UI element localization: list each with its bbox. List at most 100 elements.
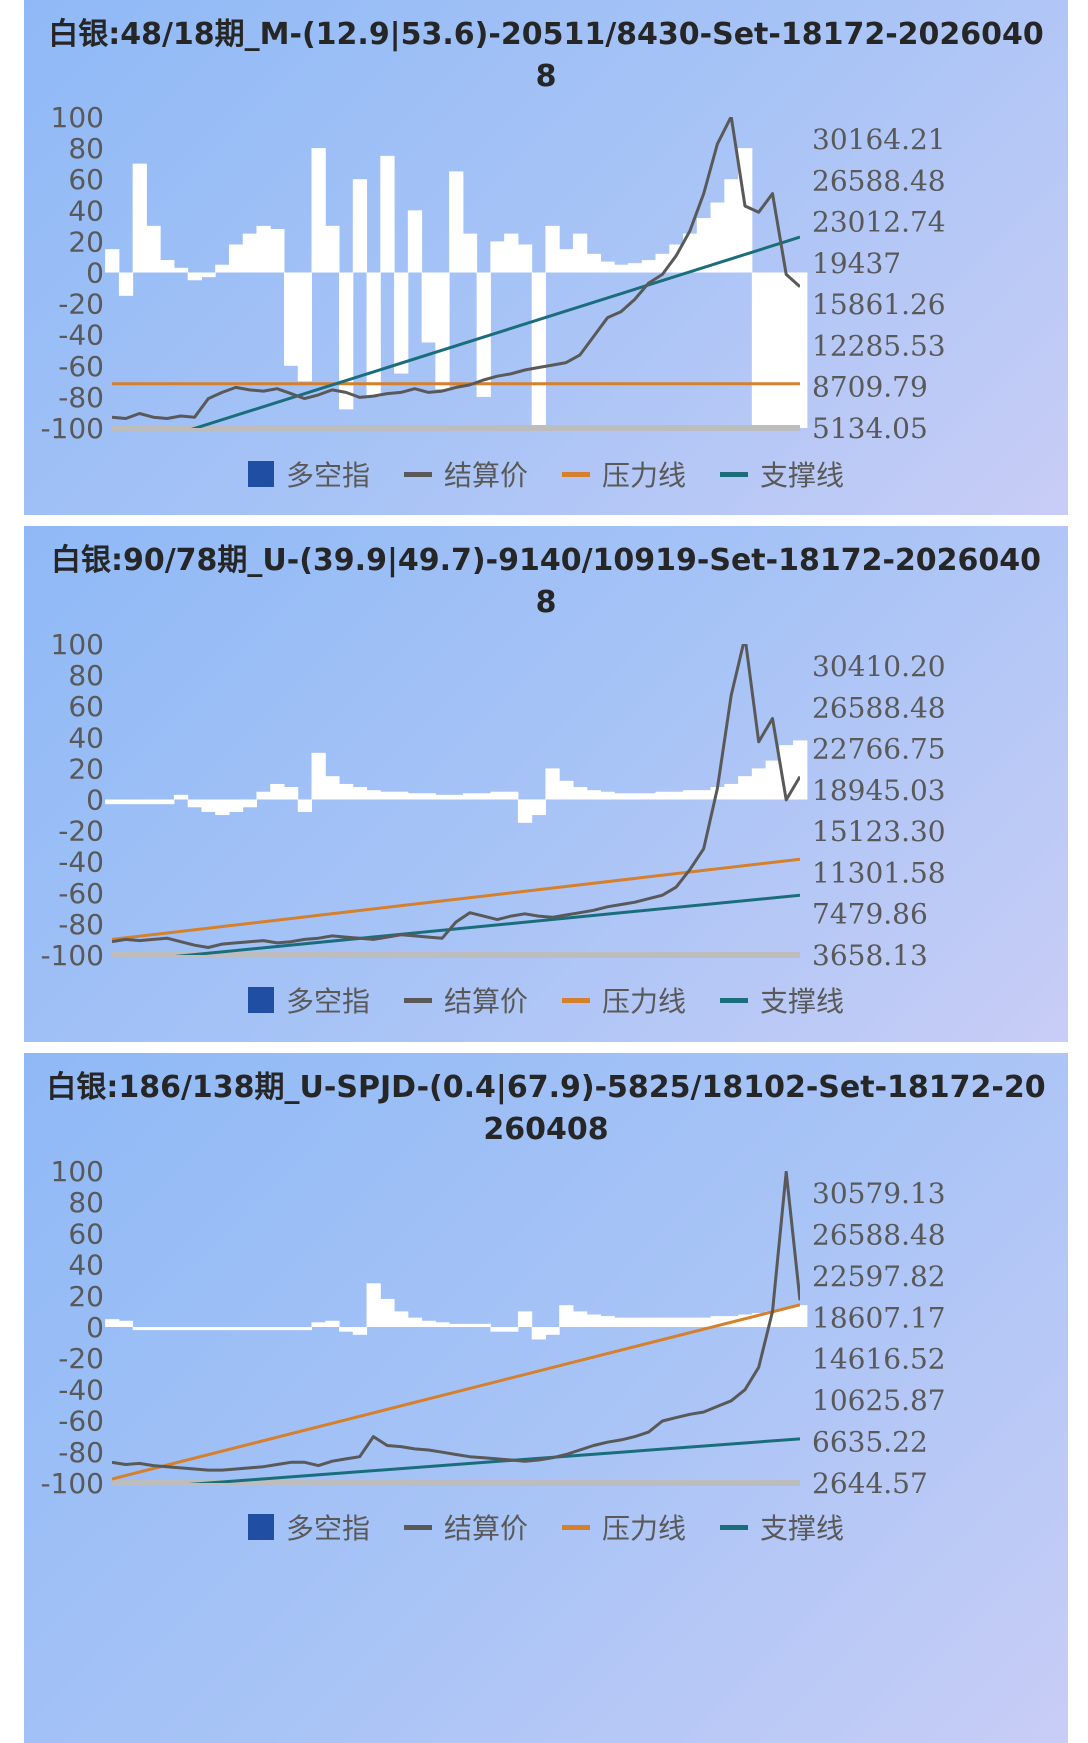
- long-short-bar: [779, 272, 794, 428]
- long-short-bar: [559, 1305, 574, 1327]
- long-short-bar: [476, 1323, 491, 1327]
- long-short-bar: [462, 233, 478, 273]
- legend-swatch: [403, 471, 432, 477]
- right-axis-tick-label: 30410.20: [812, 650, 946, 683]
- long-short-bar: [793, 740, 808, 800]
- legend-label: 多空指: [285, 459, 370, 492]
- long-short-bar: [242, 233, 257, 273]
- right-axis-tick-label: 15861.26: [812, 288, 946, 321]
- left-axis-tick-label: 20: [68, 225, 104, 258]
- legend-label: 结算价: [443, 459, 528, 492]
- legend-item-support: 支撑线: [720, 980, 844, 1020]
- long-short-bar: [696, 1317, 712, 1327]
- left-axis-tick-label: -80: [58, 381, 104, 414]
- right-axis-tick-label: 10625.87: [812, 1384, 946, 1417]
- left-axis-tick-label: -100: [40, 412, 104, 445]
- long-short-bar: [173, 267, 189, 273]
- long-short-bar: [710, 202, 725, 273]
- long-short-bar: [628, 793, 643, 800]
- legend-label: 支撑线: [760, 985, 845, 1018]
- long-short-bar: [339, 1327, 354, 1332]
- legend-label: 支撑线: [760, 459, 845, 492]
- long-short-bar: [118, 799, 134, 805]
- chart-title: 白银:48/18期_M-(12.9|53.6)-20511/8430-Set-1…: [48, 17, 1044, 94]
- left-axis-tick-label: 20: [68, 1280, 104, 1313]
- left-axis-tick-label: -100: [40, 939, 104, 972]
- left-axis-tick-label: -40: [58, 319, 104, 352]
- long-short-bar: [187, 1327, 202, 1331]
- long-short-bar: [160, 1327, 175, 1331]
- pressure-line: [112, 1303, 800, 1481]
- long-short-bar: [118, 1320, 134, 1327]
- long-short-bar: [146, 225, 161, 273]
- x-axis-baseline: [112, 1480, 800, 1486]
- right-axis-tick-label: 18607.17: [812, 1301, 946, 1334]
- long-short-bar: [449, 171, 464, 273]
- long-short-bar: [284, 1327, 299, 1331]
- long-short-bar: [490, 791, 505, 800]
- long-short-bar: [504, 233, 519, 273]
- long-short-bar: [517, 1311, 533, 1327]
- long-short-bar: [311, 752, 326, 800]
- long-short-bar: [683, 233, 698, 273]
- long-short-bar: [311, 148, 326, 273]
- long-short-bar: [614, 264, 629, 273]
- long-short-bar: [256, 1327, 271, 1331]
- long-short-bar: [380, 1298, 395, 1327]
- legend-item-long-short: 多空指: [247, 980, 370, 1020]
- long-short-bar: [325, 776, 340, 800]
- left-axis-tick-label: 80: [68, 659, 104, 692]
- left-axis-tick-label: 0: [86, 1311, 104, 1344]
- long-short-bar: [201, 272, 216, 278]
- legend-swatch: [720, 1524, 749, 1530]
- legend-swatch: [247, 987, 274, 1013]
- left-axis-tick-label: -60: [58, 1405, 104, 1438]
- long-short-bar: [421, 1320, 436, 1327]
- left-axis-tick-label: -100: [40, 1467, 104, 1500]
- right-axis-tick-label: 14616.52: [812, 1343, 946, 1376]
- long-short-bar: [256, 225, 271, 273]
- long-short-bar: [325, 1320, 340, 1327]
- long-short-bar: [683, 790, 698, 800]
- right-axis-tick-label: 26588.48: [812, 691, 946, 724]
- long-short-bar: [105, 799, 120, 805]
- right-axis-tick-label: 23012.74: [812, 206, 946, 239]
- support-line: [188, 1437, 800, 1483]
- legend-item-long-short: 多空指: [247, 454, 370, 494]
- right-axis-tick-label: 15123.30: [812, 815, 946, 848]
- long-short-bar: [696, 790, 712, 800]
- long-short-bar: [738, 776, 753, 800]
- long-short-bar: [187, 272, 202, 281]
- long-short-bar: [710, 1316, 725, 1327]
- long-short-bar: [173, 794, 189, 800]
- legend-swatch: [562, 471, 590, 477]
- long-short-bar: [545, 225, 560, 273]
- chart-panel-3: 白银:186/138期_U-SPJD-(0.4|67.9)-5825/18102…: [24, 1053, 1068, 1743]
- long-short-bar: [325, 225, 340, 273]
- long-short-bar: [421, 793, 436, 800]
- legend-item-pressure: 压力线: [562, 454, 686, 494]
- long-short-bar: [586, 790, 601, 800]
- long-short-bar: [297, 272, 313, 382]
- long-short-bar: [160, 260, 175, 273]
- left-axis-tick-label: 40: [68, 721, 104, 754]
- legend-item-support: 支撑线: [720, 454, 844, 494]
- long-short-bar: [256, 791, 271, 800]
- long-short-bar: [586, 1314, 601, 1327]
- legend-swatch: [403, 997, 432, 1003]
- long-short-bar: [559, 249, 574, 273]
- long-short-bar: [215, 264, 230, 273]
- right-axis-tick-label: 26588.48: [812, 1218, 946, 1251]
- long-short-bar: [284, 272, 299, 366]
- long-short-bar: [394, 791, 409, 800]
- chart-panel-2: 白银:90/78期_U-(39.9|49.7)-9140/10919-Set-1…: [24, 526, 1068, 1042]
- long-short-bar: [270, 1327, 285, 1331]
- long-short-bar: [641, 1317, 657, 1327]
- long-short-bar: [146, 1327, 161, 1331]
- pressure-line: [112, 857, 800, 941]
- long-short-bar: [490, 1327, 505, 1332]
- long-short-bar: [751, 272, 767, 428]
- legend-item-long-short: 多空指: [247, 1507, 370, 1547]
- long-short-bar: [696, 218, 712, 273]
